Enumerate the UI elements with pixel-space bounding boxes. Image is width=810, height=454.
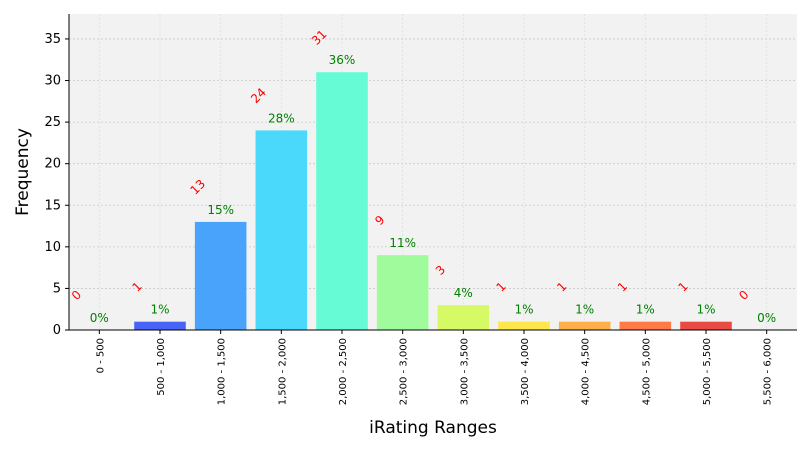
plot-background xyxy=(69,14,797,330)
x-tick-label: 4,500 - 5,000 xyxy=(641,338,652,405)
y-tick-label: 30 xyxy=(44,74,61,89)
x-tick-label: 1,500 - 2,000 xyxy=(277,338,288,405)
y-tick-label: 35 xyxy=(44,32,61,47)
bar xyxy=(619,321,672,330)
bars xyxy=(134,72,732,331)
bar xyxy=(558,321,611,330)
percent-label: 36% xyxy=(329,53,356,67)
x-tick-label: 0 - 500 xyxy=(95,338,106,373)
bar xyxy=(680,321,732,330)
y-tick-label: 25 xyxy=(44,115,61,130)
percent-label: 0% xyxy=(90,311,109,325)
bar xyxy=(255,130,308,330)
percent-label: 1% xyxy=(575,303,594,317)
x-tick-label: 4,000 - 4,500 xyxy=(581,338,592,405)
bar xyxy=(437,305,490,330)
percent-label: 11% xyxy=(389,236,416,250)
percent-label: 4% xyxy=(454,286,473,300)
x-tick-label: 3,500 - 4,000 xyxy=(520,338,531,405)
y-axis-title: Frequency xyxy=(13,128,33,216)
percent-label: 0% xyxy=(757,311,776,325)
y-tick-label: 0 xyxy=(53,323,61,338)
bar xyxy=(134,321,186,330)
y-tick-label: 5 xyxy=(53,281,61,296)
data-labels: 0%01%115%1328%2436%3111%94%31%11%11%11%1… xyxy=(69,27,776,325)
bar xyxy=(194,221,247,330)
percent-label: 15% xyxy=(207,203,234,217)
y-tick-label: 15 xyxy=(44,198,61,213)
percent-label: 1% xyxy=(696,303,715,317)
bar xyxy=(376,255,429,330)
x-tick-label: 5,000 - 5,500 xyxy=(702,338,713,405)
x-tick-label: 1,000 - 1,500 xyxy=(217,338,228,405)
x-tick-label: 5,500 - 6,000 xyxy=(763,338,774,405)
bar xyxy=(316,72,368,331)
percent-label: 1% xyxy=(636,303,655,317)
y-tick-label: 20 xyxy=(44,157,61,172)
x-axis-title: iRating Ranges xyxy=(369,418,497,438)
x-tick-label: 3,000 - 3,500 xyxy=(459,338,470,405)
percent-label: 1% xyxy=(514,303,533,317)
percent-label: 1% xyxy=(150,303,169,317)
x-tick-label: 2,500 - 3,000 xyxy=(399,338,410,405)
axes: 0 5 10 15 20 25 30 35 0 - 500 500 - 1,000 1,000 - … xyxy=(44,14,797,405)
x-tick-label: 500 - 1,000 xyxy=(156,338,167,396)
bar xyxy=(498,321,550,330)
grid-lines xyxy=(69,14,797,330)
percent-label: 28% xyxy=(268,111,295,125)
y-tick-label: 10 xyxy=(44,240,61,255)
x-tick-label: 2,000 - 2,500 xyxy=(338,338,349,405)
